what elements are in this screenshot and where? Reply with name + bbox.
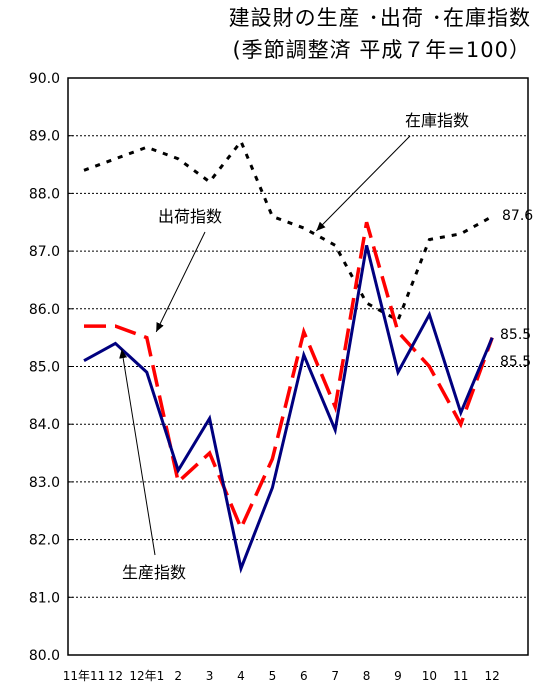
series-annotation-label: 生産指数 [122, 563, 186, 582]
end-value-label: 85.5 [500, 327, 531, 343]
x-tick-label: 12 [485, 669, 500, 683]
x-axis-ticks: 11年11 12 12年1 2 3 4 5 6 7 8 9 10 11 12 [63, 669, 500, 683]
x-tick-label: 10 [422, 669, 437, 683]
x-tick-label: 11 [453, 669, 468, 683]
y-tick-label: 89.0 [29, 129, 60, 145]
end-value-label: 85.5 [500, 354, 531, 370]
y-tick-label: 87.0 [29, 244, 60, 260]
y-tick-label: 88.0 [29, 186, 60, 202]
x-tick-label: 4 [237, 669, 245, 683]
series-line-1 [84, 221, 494, 533]
y-tick-label: 83.0 [29, 475, 60, 491]
y-tick-label: 85.0 [29, 360, 60, 376]
chart-title-line-1: 建設財の生産 ･出荷 ･在庫指数 [228, 6, 531, 30]
annotation-arrow [119, 349, 156, 556]
x-tick-label: 9 [394, 669, 402, 683]
annotation-arrow [316, 135, 411, 232]
series-annotation-label: 在庫指数 [405, 111, 469, 130]
x-tick-label: 12年1 [129, 669, 164, 683]
x-tick-label: 11年11 [63, 669, 106, 683]
series-lines [83, 138, 494, 574]
series-line-0 [83, 244, 494, 574]
y-tick-label: 82.0 [29, 533, 60, 549]
x-tick-label: 2 [174, 669, 182, 683]
y-tick-label: 86.0 [29, 302, 60, 318]
y-tick-label: 90.0 [29, 71, 60, 87]
grid-lines [68, 135, 528, 598]
end-value-label: 87.6 [502, 208, 533, 224]
x-tick-label: 6 [300, 669, 308, 683]
chart-title-line-2: (季節調整済 平成７年=100） [232, 38, 531, 62]
series-line-2 [83, 138, 493, 323]
y-axis-ticks: 80.0 81.0 82.0 83.0 84.0 85.0 86.0 87.0 88.0 89.0… [29, 71, 73, 664]
y-tick-label: 81.0 [29, 590, 60, 606]
x-tick-label: 7 [331, 669, 339, 683]
x-tick-label: 5 [269, 669, 277, 683]
x-tick-label: 3 [206, 669, 214, 683]
y-tick-label: 84.0 [29, 417, 60, 433]
series-annotation-label: 出荷指数 [158, 207, 222, 226]
x-tick-label: 8 [363, 669, 371, 683]
x-tick-label: 12 [108, 669, 123, 683]
annotation-arrow [155, 231, 206, 333]
y-tick-label: 80.0 [29, 648, 60, 664]
